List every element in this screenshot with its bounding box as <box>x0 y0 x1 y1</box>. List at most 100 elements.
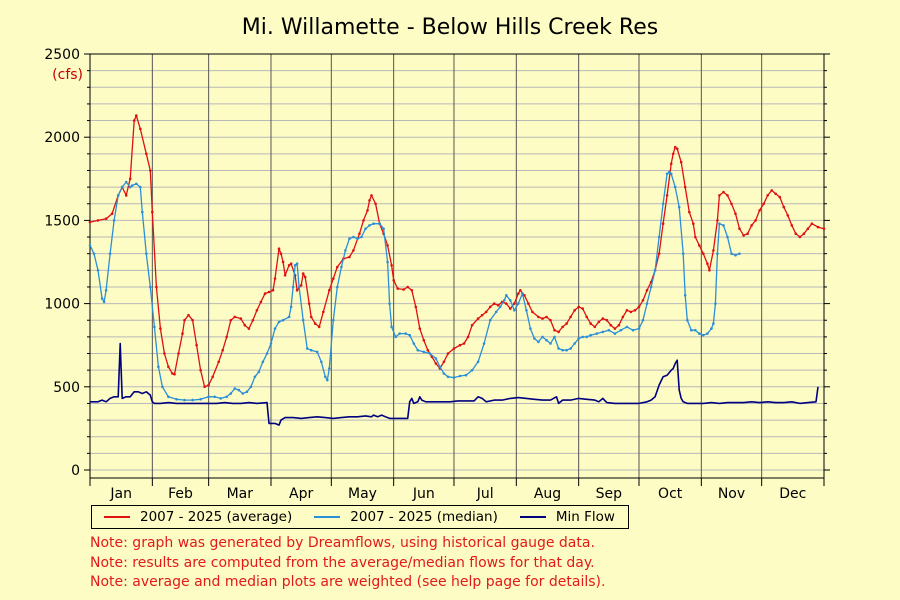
data-point <box>786 214 790 217</box>
data-point <box>593 325 597 329</box>
data-point <box>225 335 228 339</box>
data-point <box>806 227 810 230</box>
data-point <box>665 172 669 176</box>
data-point <box>657 235 661 239</box>
data-point <box>613 332 617 335</box>
data-point <box>108 252 112 255</box>
data-point <box>120 185 124 189</box>
data-point <box>173 373 176 376</box>
data-point <box>637 305 641 309</box>
data-point <box>730 252 733 255</box>
data-point <box>529 327 532 330</box>
data-point <box>706 262 709 266</box>
data-point <box>669 172 673 176</box>
data-point <box>96 219 100 222</box>
data-point <box>605 318 609 322</box>
notes: Note: graph was generated by Dreamflows,… <box>90 534 605 593</box>
data-point <box>527 302 530 305</box>
data-point <box>569 315 572 319</box>
data-point <box>128 177 132 181</box>
data-point <box>301 272 305 275</box>
data-point <box>589 322 592 325</box>
data-point <box>398 332 402 335</box>
data-point <box>199 368 202 372</box>
data-point <box>370 194 373 197</box>
x-tick-label: Apr <box>289 486 313 502</box>
data-point <box>366 209 369 212</box>
data-point <box>217 360 220 364</box>
data-point <box>537 315 540 319</box>
y-tick-label: 0 <box>71 463 80 479</box>
data-point <box>336 285 339 289</box>
data-point <box>698 332 701 335</box>
data-point <box>326 378 329 382</box>
data-point <box>573 309 576 312</box>
data-point <box>565 348 568 352</box>
data-point <box>637 327 641 330</box>
series-group <box>88 114 826 426</box>
x-tick-label: Nov <box>718 486 745 502</box>
data-point <box>492 302 496 305</box>
data-point <box>139 127 142 131</box>
series-line-median <box>89 171 740 401</box>
legend-label-median: 2007 - 2025 (median) <box>350 509 498 525</box>
x-tick-label: Mar <box>227 486 254 502</box>
data-point <box>657 252 661 255</box>
data-point <box>770 189 773 192</box>
grid <box>90 53 824 478</box>
data-point <box>332 277 335 280</box>
data-point <box>159 327 162 330</box>
data-point <box>718 222 721 225</box>
data-point <box>139 185 142 189</box>
data-point <box>601 317 605 320</box>
data-point <box>496 304 500 307</box>
data-point <box>422 350 426 354</box>
data-point <box>130 184 134 187</box>
data-point <box>225 395 228 399</box>
data-point <box>394 335 398 339</box>
data-point <box>452 376 456 379</box>
data-point <box>589 333 592 337</box>
data-point <box>257 370 261 374</box>
data-point <box>778 195 782 199</box>
data-point <box>541 317 544 320</box>
data-point <box>307 302 311 305</box>
data-point <box>545 315 548 319</box>
data-point <box>517 292 520 295</box>
data-point <box>557 347 560 350</box>
data-point <box>686 318 689 322</box>
data-point <box>211 375 214 379</box>
data-point <box>195 343 198 347</box>
data-point <box>766 194 769 197</box>
data-point <box>722 224 725 227</box>
data-point <box>446 352 450 355</box>
data-point <box>390 264 393 267</box>
chart-title: Mi. Willamette - Below Hills Creek Res <box>242 15 658 40</box>
data-point <box>585 315 588 319</box>
data-point <box>267 290 271 294</box>
axes: 0 500 1000 1500 2000 2500 Jan Feb Mar Apr May Jun Ju… <box>44 47 830 502</box>
data-point <box>790 224 794 227</box>
data-point <box>553 328 556 332</box>
data-point <box>124 194 128 197</box>
data-point <box>698 244 701 247</box>
data-point <box>305 347 309 350</box>
data-point <box>694 235 697 239</box>
data-point <box>279 252 283 255</box>
data-point <box>669 162 673 166</box>
data-point <box>762 202 765 206</box>
data-point <box>295 262 299 266</box>
data-point <box>537 340 540 344</box>
data-point <box>418 327 422 330</box>
data-point <box>320 360 323 364</box>
data-point <box>619 328 623 332</box>
data-point <box>505 294 508 297</box>
data-point <box>692 222 695 225</box>
data-point <box>488 305 492 309</box>
data-point <box>175 398 178 401</box>
data-point <box>702 252 705 255</box>
data-point <box>641 318 645 322</box>
data-point <box>382 227 385 230</box>
data-point <box>710 327 713 330</box>
data-point <box>289 305 293 309</box>
